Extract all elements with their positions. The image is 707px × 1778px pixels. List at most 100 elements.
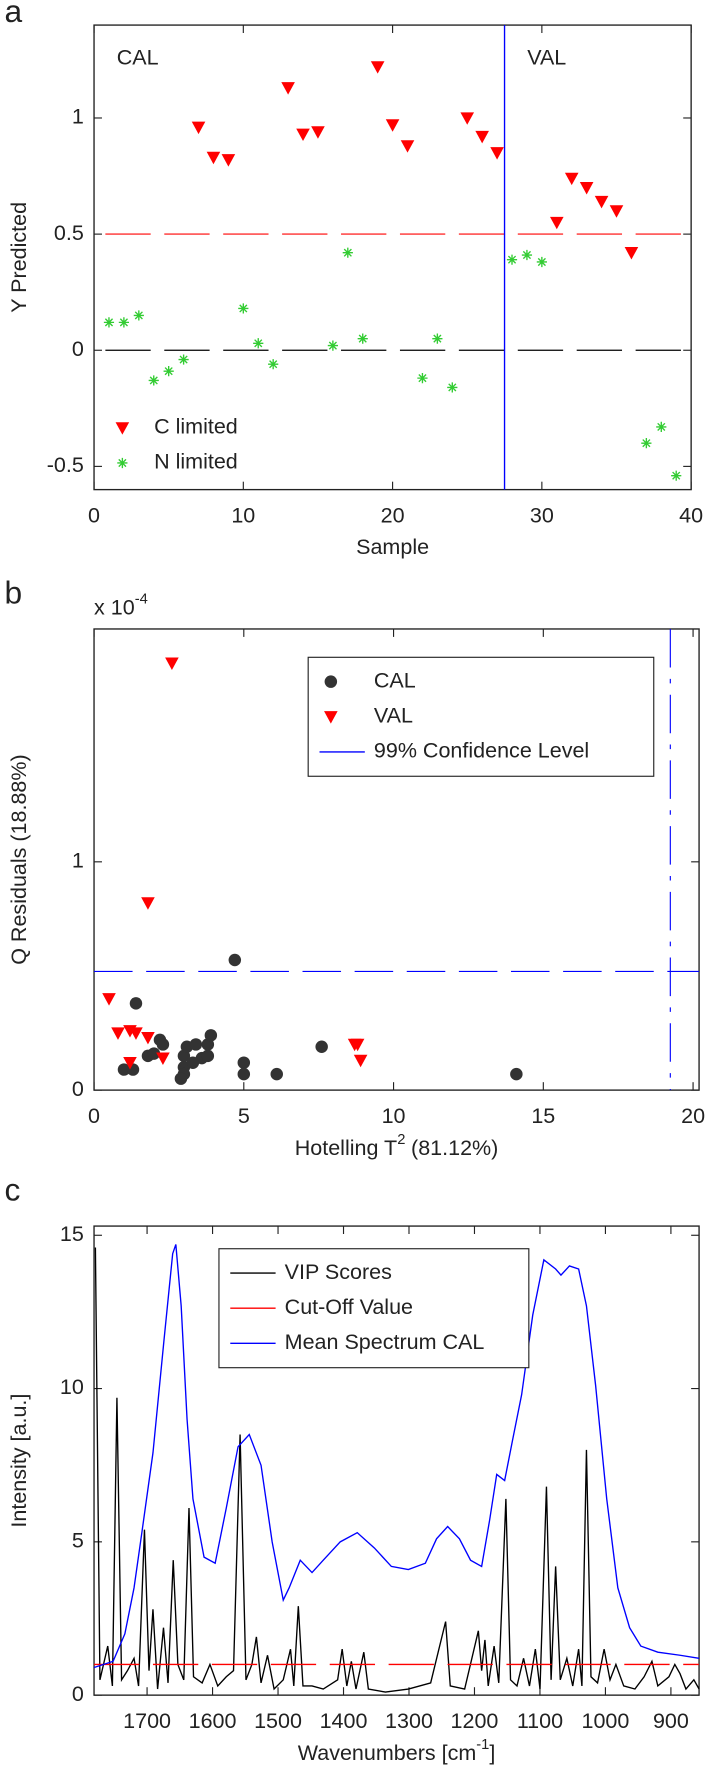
circle-marker (156, 1038, 170, 1051)
x-tick-label: 5 (238, 1104, 250, 1128)
y-tick-label: 1 (72, 849, 84, 873)
triangle-marker (490, 147, 504, 160)
legend-label: VIP Scores (285, 1260, 392, 1284)
y-tick-label: -0.5 (47, 453, 84, 477)
axis-label: Y Predicted (7, 202, 31, 313)
x-tick-label: 20 (381, 503, 405, 527)
triangle-marker (370, 61, 385, 74)
legend-label: CAL (374, 668, 416, 692)
x-tick-label: 10 (382, 1104, 406, 1128)
asterisk-marker (133, 310, 144, 321)
circle-marker (174, 1072, 188, 1085)
y-tick-label: 5 (72, 1529, 84, 1553)
asterisk-marker (327, 340, 338, 351)
triangle-marker (191, 121, 206, 135)
series-line (94, 1247, 700, 1693)
asterisk-marker (506, 254, 518, 265)
triangle-marker (156, 1052, 170, 1065)
triangle-marker (115, 422, 130, 435)
triangle-marker (123, 1057, 137, 1070)
legend-label: Cut-Off Value (285, 1295, 413, 1319)
axes-frame (93, 1225, 700, 1696)
label-text: Wavenumbers [cm (298, 1741, 477, 1765)
circle-marker (228, 953, 242, 967)
x-tick-label: 1600 (189, 1709, 237, 1733)
triangle-marker (350, 1038, 365, 1052)
asterisk-marker (641, 438, 652, 449)
x-tick-label: 900 (653, 1709, 689, 1733)
triangle-marker (311, 126, 325, 139)
triangle-marker (165, 657, 179, 671)
circle-marker (201, 1049, 215, 1063)
circle-marker (186, 1056, 200, 1069)
triangle-marker (324, 711, 338, 724)
label-text: x 10 (94, 595, 135, 619)
triangle-marker (475, 130, 489, 144)
label-sup: -4 (135, 591, 148, 607)
label-after: (81.12%) (411, 1136, 498, 1160)
y-tick-label: 1 (72, 105, 84, 129)
label-text: Hotelling T (295, 1136, 397, 1160)
axis-label: Wavenumbers [cm-1] (298, 1737, 496, 1765)
x-tick-label: 1200 (451, 1709, 499, 1733)
circle-marker (237, 1056, 251, 1069)
legend: C limited N limited (115, 415, 238, 474)
triangle-marker (129, 1027, 143, 1040)
asterisk-marker (163, 366, 174, 377)
triangle-marker (385, 119, 400, 132)
circle-marker (117, 1063, 131, 1076)
asterisk-marker (178, 354, 189, 365)
triangle-marker (353, 1054, 368, 1068)
panel-label: a (5, 0, 23, 29)
axis-label: Intensity [a.u.] (7, 1394, 31, 1528)
triangle-marker (624, 247, 639, 260)
circle-marker (270, 1067, 283, 1081)
panel-label: b (5, 574, 23, 610)
legend-label: 99% Confidence Level (374, 739, 589, 763)
legend-label: Mean Spectrum CAL (285, 1330, 485, 1354)
asterisk-marker (447, 382, 458, 393)
y-tick-label: 15 (60, 1222, 84, 1246)
asterisk-marker (117, 457, 128, 469)
circle-marker (237, 1067, 251, 1081)
asterisk-marker (536, 256, 547, 268)
triangle-marker (549, 216, 564, 230)
annotation: VAL (527, 46, 566, 70)
triangle-marker (296, 128, 310, 142)
triangle-marker (579, 182, 594, 195)
x-tick-label: 1300 (385, 1709, 433, 1733)
triangle-marker (102, 993, 116, 1006)
label-after: ] (489, 1741, 495, 1765)
asterisk-marker (118, 317, 129, 328)
y-tick-label: 10 (60, 1375, 84, 1399)
legend-frame (307, 656, 655, 777)
triangle-marker (609, 205, 624, 218)
asterisk-marker (342, 247, 353, 258)
triangle-marker (564, 172, 579, 186)
axis-label: Sample (356, 535, 429, 559)
triangle-marker (206, 151, 221, 165)
asterisk-marker (357, 333, 368, 344)
x-tick-label: 1100 (517, 1709, 563, 1733)
label-sup: -1 (476, 1737, 489, 1753)
x-tick-label: 30 (530, 503, 554, 527)
circle-marker (315, 1040, 328, 1053)
y-tick-label: 0 (72, 1077, 84, 1101)
x-tick-label: 10 (231, 503, 255, 527)
legend-label: C limited (154, 415, 238, 439)
circle-marker (189, 1038, 203, 1051)
x-tick-label: 1000 (581, 1709, 629, 1733)
triangle-marker (221, 154, 236, 167)
panel-label: c (5, 1171, 21, 1207)
legend-label: VAL (374, 703, 413, 727)
triangle-marker (141, 1031, 155, 1045)
x-tick-label: 15 (531, 1104, 555, 1128)
x-tick-label: 0 (88, 1104, 100, 1128)
asterisk-marker (417, 373, 428, 384)
x-tick-label: 1700 (123, 1709, 171, 1733)
circle-marker (510, 1067, 523, 1081)
axis-label: x 10-4 (94, 591, 148, 619)
asterisk-marker (103, 317, 115, 328)
x-tick-label: 1500 (254, 1709, 302, 1733)
